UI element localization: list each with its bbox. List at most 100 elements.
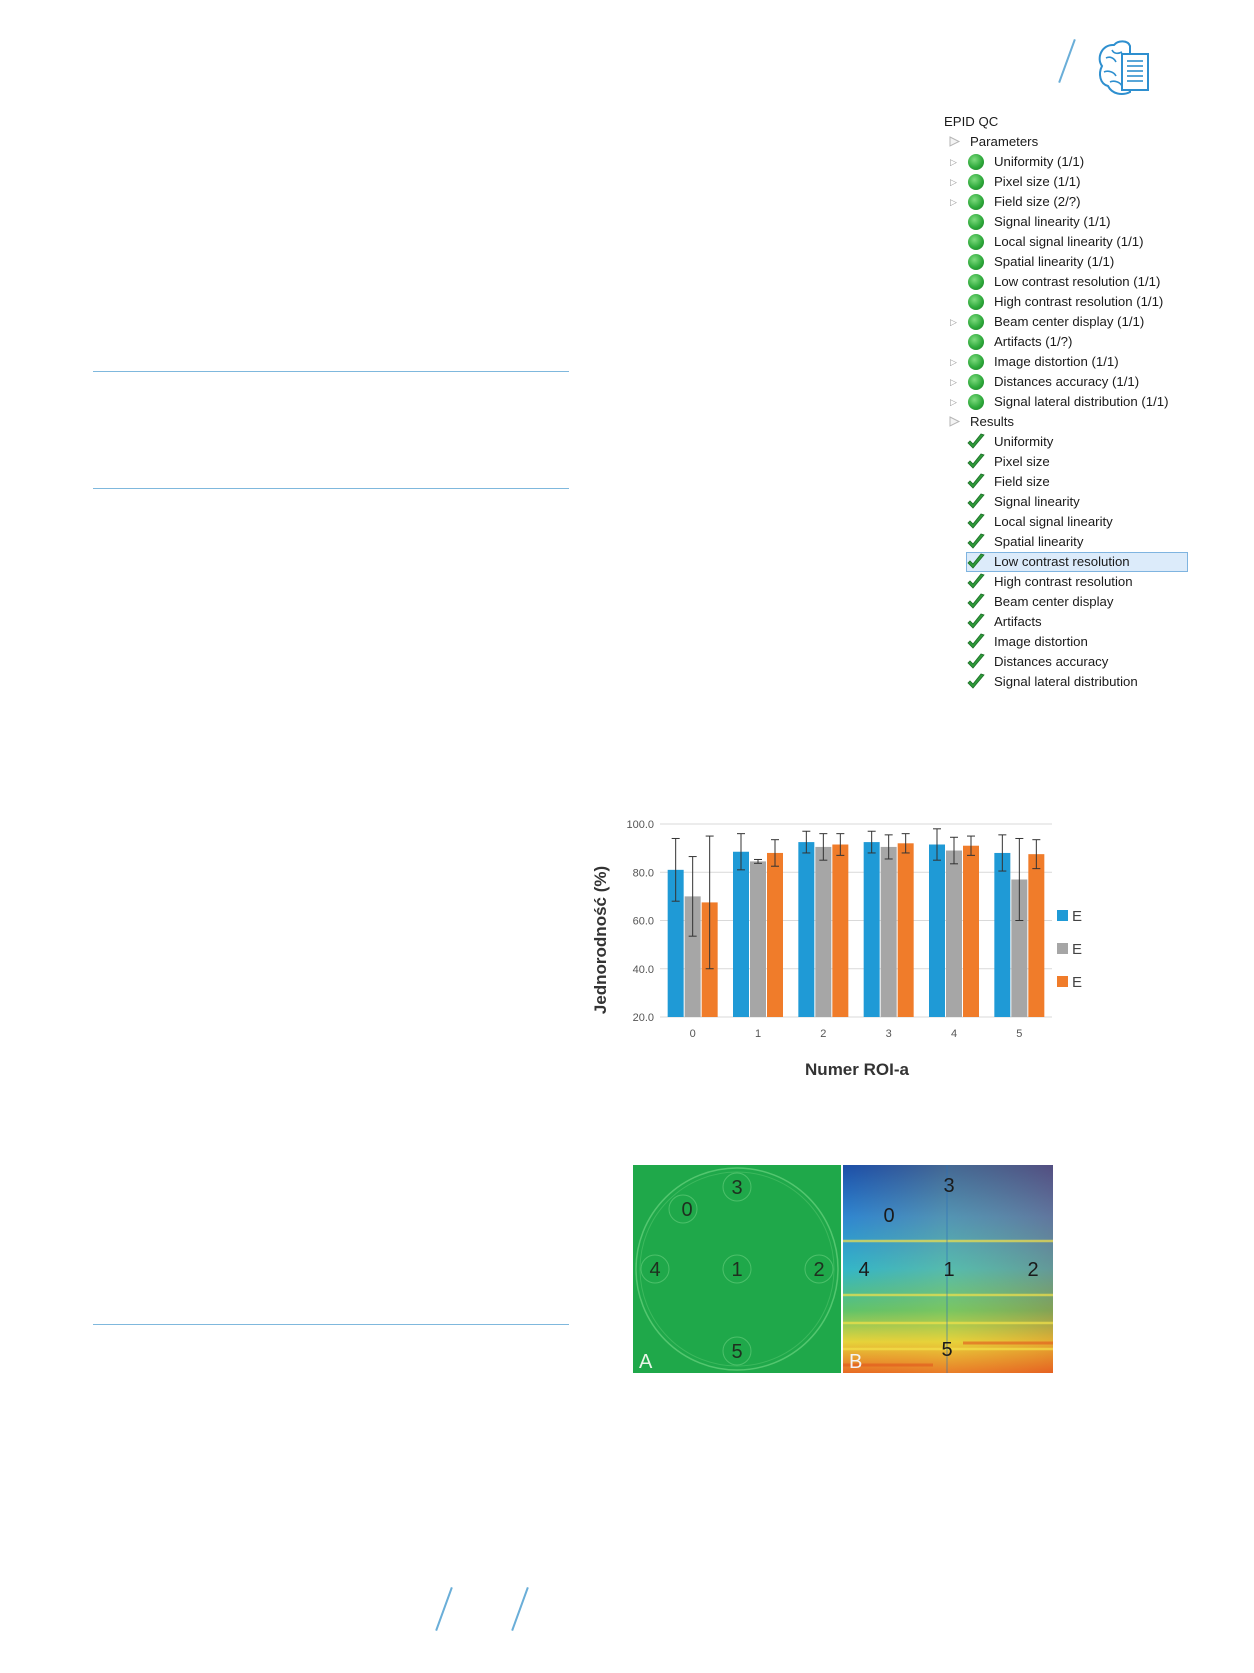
checkmark-icon bbox=[967, 453, 985, 469]
status-green-dot-icon bbox=[968, 374, 984, 390]
chart-bar-e2 bbox=[750, 861, 766, 1017]
legend-swatch-e2 bbox=[1057, 943, 1068, 954]
chart-bar-e2 bbox=[946, 850, 962, 1017]
chart-xtick-label: 4 bbox=[951, 1028, 957, 1040]
status-green-dot-icon bbox=[968, 154, 984, 170]
chart-bar-e2 bbox=[1011, 879, 1028, 1017]
tree-parameter-label: Artifacts (1/?) bbox=[994, 334, 1073, 349]
status-green-dot-icon bbox=[968, 314, 984, 330]
chart-ylabel: Jednorodność (%) bbox=[592, 866, 610, 1014]
legend-swatch-e1 bbox=[1057, 910, 1068, 921]
chart-bar-e1 bbox=[733, 851, 749, 1017]
chart-xtick-label: 0 bbox=[690, 1028, 696, 1040]
checkmark-icon bbox=[967, 473, 985, 489]
legend-label-e3: E3 bbox=[1072, 974, 1082, 991]
checkmark-icon bbox=[967, 513, 985, 529]
slash-decoration-bottom-1 bbox=[435, 1587, 453, 1631]
brain-document-logo-icon bbox=[1098, 40, 1149, 95]
roi-panel-a: 0 1 2 3 4 5 A bbox=[633, 1165, 841, 1373]
status-green-dot-icon bbox=[968, 194, 984, 210]
chart-error-bar bbox=[688, 856, 697, 937]
tree-result-label: Signal linearity bbox=[994, 494, 1080, 509]
tree-parameter-label: Low contrast resolution (1/1) bbox=[994, 274, 1161, 289]
chart-ytick-label: 60.0 bbox=[633, 916, 654, 928]
checkmark-icon bbox=[967, 653, 985, 669]
chart-ytick-label: 40.0 bbox=[633, 964, 654, 976]
status-green-dot-icon bbox=[968, 214, 984, 230]
checkmark-icon bbox=[967, 553, 985, 569]
checkmark-icon bbox=[967, 613, 985, 629]
roi-a-label-1: 1 bbox=[731, 1259, 742, 1281]
chart-bar-e3 bbox=[897, 843, 914, 1017]
chart-error-bar bbox=[754, 858, 762, 864]
divider-line-2 bbox=[93, 488, 569, 489]
divider-line-3 bbox=[93, 1324, 569, 1325]
expand-arrow-icon[interactable]: ▷ bbox=[950, 157, 957, 167]
tree-result-label: Field size bbox=[994, 474, 1050, 489]
tree-result-label: Signal lateral distribution bbox=[994, 674, 1138, 689]
chart-error-bar bbox=[737, 833, 745, 871]
checkmark-icon bbox=[967, 533, 985, 549]
tree-result-label: Beam center display bbox=[994, 594, 1114, 609]
collapse-triangle-icon[interactable] bbox=[948, 415, 961, 428]
chart-bar-e2 bbox=[880, 846, 897, 1017]
expand-arrow-icon[interactable]: ▷ bbox=[950, 317, 957, 327]
expand-arrow-icon[interactable]: ▷ bbox=[950, 377, 957, 387]
tree-group-results-label: Results bbox=[970, 414, 1014, 429]
tree-parameter-label: Uniformity (1/1) bbox=[994, 154, 1085, 169]
legend-swatch-e3 bbox=[1057, 976, 1068, 987]
roi-images: 0 1 2 3 4 5 A 0 1 2 3 4 5 bbox=[633, 1165, 1053, 1373]
checkmark-icon bbox=[967, 433, 985, 449]
tree-root-label: EPID QC bbox=[944, 114, 999, 129]
panel-b-label: B bbox=[849, 1351, 862, 1373]
chart-bar-e3 bbox=[767, 852, 783, 1017]
tree-parameter-label: Pixel size (1/1) bbox=[994, 174, 1081, 189]
checkmark-icon bbox=[967, 593, 985, 609]
collapse-triangle-icon[interactable] bbox=[948, 135, 961, 148]
tree-result-label: Image distortion bbox=[994, 634, 1088, 649]
checkmark-icon bbox=[967, 633, 985, 649]
tree-parameter-label: Spatial linearity (1/1) bbox=[994, 254, 1115, 269]
roi-a-label-5: 5 bbox=[731, 1341, 742, 1363]
chart-bar-e1 bbox=[798, 842, 815, 1017]
chart-xlabel: Numer ROI-a bbox=[805, 1060, 909, 1079]
tree-result-label: Distances accuracy bbox=[994, 654, 1109, 669]
chart-error-bar bbox=[1032, 839, 1041, 870]
status-green-dot-icon bbox=[968, 334, 984, 350]
tree-result-label: Spatial linearity bbox=[994, 534, 1084, 549]
chart-error-bar bbox=[671, 837, 680, 902]
roi-b-label-1: 1 bbox=[943, 1259, 954, 1281]
tree-result-label: Uniformity bbox=[994, 434, 1054, 449]
chart-bar-e3 bbox=[963, 845, 979, 1017]
tree-result-label: Local signal linearity bbox=[994, 514, 1113, 529]
chart-error-bar bbox=[819, 833, 828, 861]
roi-b-label-0: 0 bbox=[883, 1205, 894, 1227]
expand-arrow-icon[interactable]: ▷ bbox=[950, 197, 957, 207]
chart-bar-e3 bbox=[1028, 854, 1045, 1017]
expand-arrow-icon[interactable]: ▷ bbox=[950, 397, 957, 407]
chart-xtick-label: 1 bbox=[755, 1028, 761, 1040]
status-green-dot-icon bbox=[968, 294, 984, 310]
checkmark-icon bbox=[967, 673, 985, 689]
chart-xtick-label: 3 bbox=[886, 1028, 892, 1040]
selected-row-highlight bbox=[966, 552, 1188, 572]
legend-label-e1: E1 bbox=[1072, 908, 1082, 925]
tree-result-label: Low contrast resolution bbox=[994, 554, 1130, 569]
expand-arrow-icon[interactable]: ▷ bbox=[950, 357, 957, 367]
roi-b-label-2: 2 bbox=[1027, 1259, 1038, 1281]
chart-error-bar bbox=[967, 835, 975, 856]
roi-a-label-0: 0 bbox=[681, 1199, 692, 1221]
slash-decoration-top bbox=[1058, 39, 1076, 83]
tree-parameter-label: Signal lateral distribution (1/1) bbox=[994, 394, 1169, 409]
roi-b-label-4: 4 bbox=[858, 1259, 869, 1281]
tree-parameter-label: Local signal linearity (1/1) bbox=[994, 234, 1144, 249]
tree-group-parameters-label: Parameters bbox=[970, 134, 1039, 149]
chart-bar-e2 bbox=[815, 846, 832, 1017]
chart-bar-e3 bbox=[832, 844, 849, 1017]
expand-arrow-icon[interactable]: ▷ bbox=[950, 177, 957, 187]
tree-parameter-label: Field size (2/?) bbox=[994, 194, 1081, 209]
roi-a-label-3: 3 bbox=[731, 1177, 742, 1199]
roi-b-label-5: 5 bbox=[941, 1339, 952, 1361]
tree-parameter-label: Signal linearity (1/1) bbox=[994, 214, 1111, 229]
chart-error-bar bbox=[950, 836, 958, 865]
